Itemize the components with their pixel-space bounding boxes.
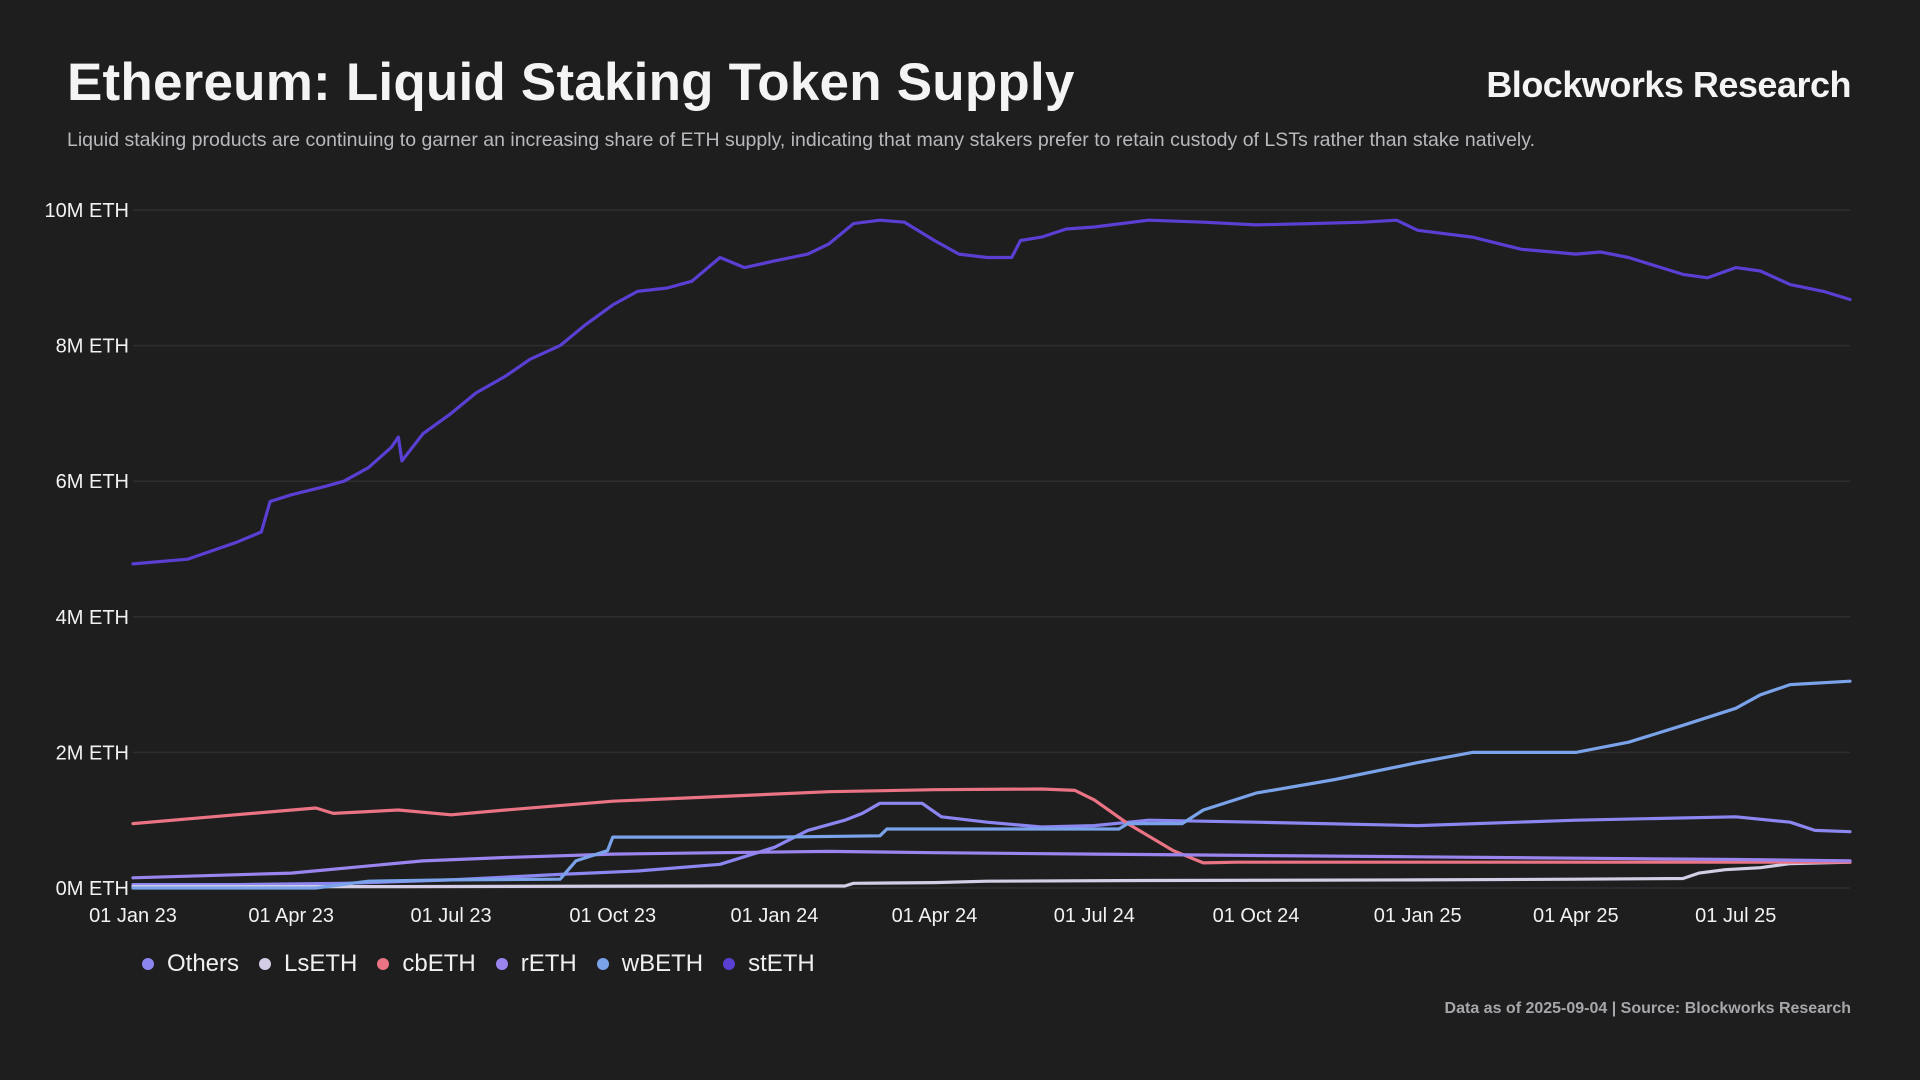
legend-label: rETH <box>520 950 577 977</box>
x-tick-label: 01 Jan 24 <box>731 905 819 927</box>
legend-label: LsETH <box>284 950 358 977</box>
y-tick-label: 8M ETH <box>56 336 129 358</box>
x-tick-label: 01 Jul 23 <box>411 905 492 927</box>
legend-item-steth[interactable]: stETH <box>723 950 815 978</box>
chart-subtitle: Liquid staking products are continuing t… <box>67 129 1535 151</box>
legend-item-others[interactable]: Others <box>142 950 239 978</box>
series-line-steth <box>131 218 1852 566</box>
x-tick-label: 01 Apr 23 <box>248 905 334 927</box>
series-line-reth <box>131 849 1852 880</box>
x-tick-label: 01 Apr 25 <box>1533 905 1619 927</box>
legend-marker <box>723 958 736 970</box>
y-tick-label: 0M ETH <box>56 878 129 900</box>
gridlines <box>133 209 1850 889</box>
y-axis-ticks: 0M ETH 2M ETH 4M ETH 6M ETH 8M ETH 10M ETH <box>45 200 129 900</box>
legend-item-lseth[interactable]: LsETH <box>259 950 357 978</box>
legend-marker <box>596 958 609 970</box>
x-tick-label: 01 Oct 24 <box>1213 905 1300 927</box>
x-tick-label: 01 Jan 25 <box>1374 905 1462 927</box>
series-line-lseth <box>131 860 1852 889</box>
legend-marker <box>142 958 154 970</box>
y-tick-label: 6M ETH <box>56 471 129 493</box>
legend-item-wbeth[interactable]: wBETH <box>596 950 704 978</box>
x-tick-label: 01 Jul 24 <box>1054 905 1135 927</box>
legend-marker <box>259 958 272 970</box>
legend-label: Others <box>167 950 240 977</box>
series-line-wbeth <box>131 679 1852 890</box>
brand-logo-text: Blockworks Research <box>1486 64 1851 105</box>
legend-label: wBETH <box>621 950 704 977</box>
y-tick-label: 10M ETH <box>45 200 129 222</box>
y-tick-label: 4M ETH <box>56 607 129 629</box>
series-line-others <box>131 801 1852 887</box>
chart-title: Ethereum: Liquid Staking Token Supply <box>67 53 1075 112</box>
x-tick-label: 01 Jan 23 <box>89 905 177 927</box>
legend-label: cbETH <box>402 950 476 977</box>
legend-marker <box>377 958 390 970</box>
legend-item-reth[interactable]: rETH <box>495 950 577 978</box>
source-note: Data as of 2025-09-04 | Source: Blockwor… <box>1444 1000 1851 1017</box>
legend-label: stETH <box>748 950 815 977</box>
legend-marker <box>495 958 508 970</box>
legend-item-cbeth[interactable]: cbETH <box>377 950 476 978</box>
x-tick-label: 01 Jul 25 <box>1695 905 1776 927</box>
legend: Others LsETH cbETH rETH wBETH stETH <box>142 950 815 978</box>
x-tick-label: 01 Oct 23 <box>569 905 656 927</box>
y-tick-label: 2M ETH <box>56 742 129 764</box>
series-lines <box>131 218 1852 890</box>
series-line-cbeth <box>131 787 1852 865</box>
x-axis-ticks: 01 Jan 23 01 Apr 23 01 Jul 23 01 Oct 23 01 J… <box>89 905 1776 927</box>
x-tick-label: 01 Apr 24 <box>892 905 978 927</box>
